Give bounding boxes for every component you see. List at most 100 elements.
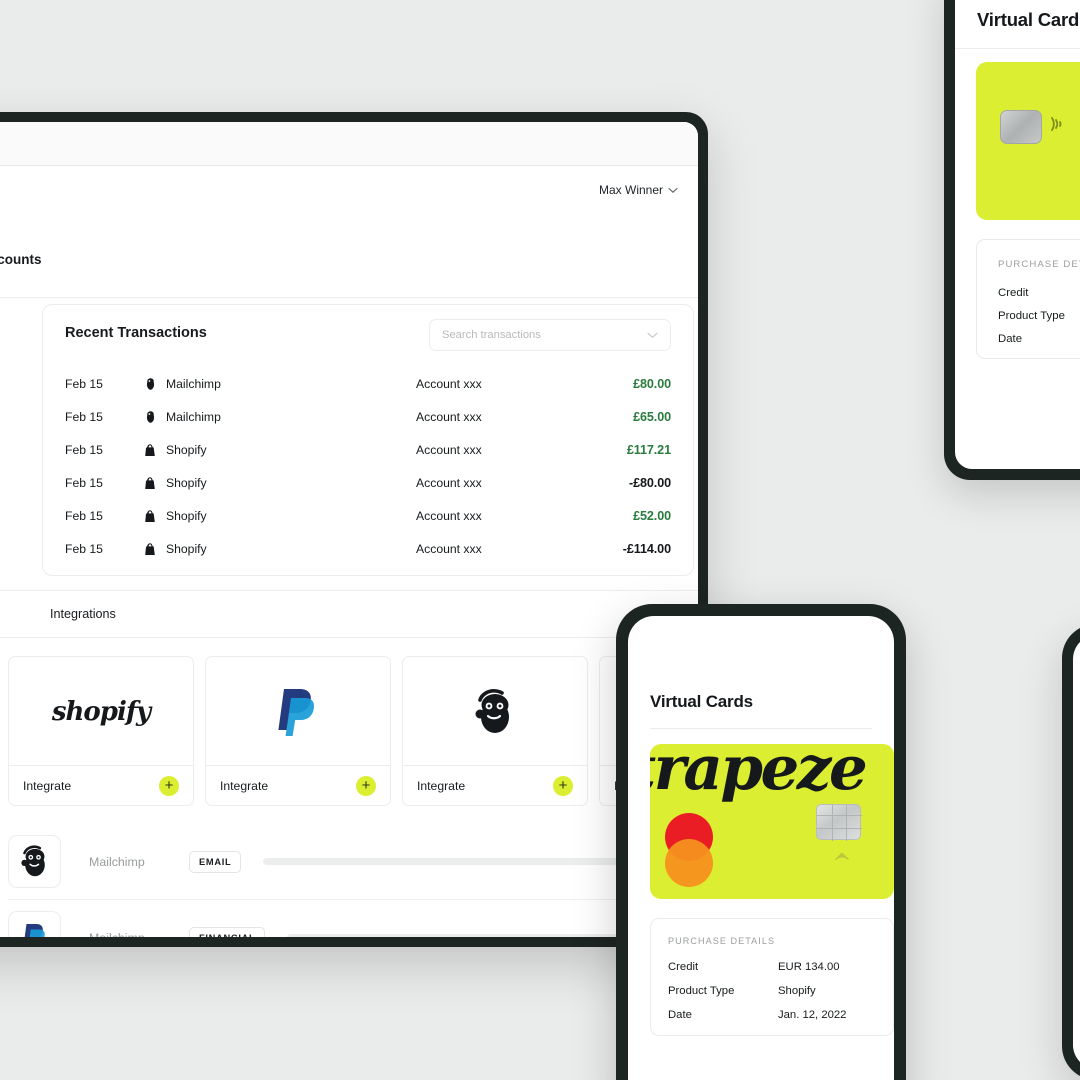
integration-row-progress	[287, 934, 643, 937]
chevron-down-icon	[647, 332, 658, 338]
transaction-account: Account xxx	[416, 442, 482, 457]
transaction-date: Feb 15	[65, 376, 103, 391]
transaction-amount: £80.00	[633, 376, 671, 391]
integration-card-footer[interactable]: Integrate +	[403, 765, 587, 805]
integration-row-badge: FINANCIAL	[189, 926, 266, 937]
transaction-merchant: Mailchimp	[166, 409, 221, 424]
detail-key: Credit	[668, 961, 699, 973]
table-row[interactable]: Feb 15 Shopify Account xxx £52.00	[43, 499, 693, 532]
contactless-icon	[1049, 114, 1067, 139]
detail-key: Date	[668, 1009, 692, 1021]
recent-transactions-card: Recent Transactions Feb 15 Mailchimp	[42, 304, 694, 576]
detail-row: Date Jan. 12, 2022	[668, 1009, 876, 1021]
add-integration-button[interactable]: +	[553, 775, 573, 796]
transactions-list: Feb 15 Mailchimp Account xxx £80.00 Feb …	[43, 367, 693, 565]
integration-row-badge: EMAIL	[189, 850, 242, 873]
card-chip-icon	[816, 804, 862, 841]
integration-row-name: Mailchimp	[89, 931, 189, 938]
user-menu[interactable]: Max Winner	[599, 183, 678, 197]
integration-card-paypal[interactable]: Integrate +	[205, 656, 391, 806]
tablet-detail-label: Date	[998, 333, 1023, 345]
integrations-section-label: Integrations	[50, 607, 116, 621]
tablet-detail-label: Product Type	[998, 310, 1065, 322]
tablet-purchase-details-heading: PURCHASE DETAILS	[998, 259, 1080, 270]
phone-page-title: Virtual Cards	[650, 692, 753, 711]
transaction-merchant: Shopify	[166, 442, 207, 457]
phone-purchase-details-rows: Credit EUR 134.00 Product Type Shopify D…	[668, 961, 876, 1033]
tablet-purchase-details-panel: PURCHASE DETAILS Credit Product Type Dat…	[976, 239, 1080, 359]
chevron-down-icon	[668, 187, 678, 193]
tablet-purchase-details-rows: Credit Product Type Date	[998, 287, 1065, 356]
table-row[interactable]: Feb 15 Mailchimp Account xxx £65.00	[43, 400, 693, 433]
transaction-amount: £52.00	[633, 508, 671, 523]
phone-virtual-card[interactable]: trapeze	[650, 744, 894, 899]
transaction-amount: -£114.00	[622, 541, 671, 556]
secondary-phone-device	[1062, 624, 1080, 1080]
tablet-screen: Virtual Cards PURCHASE DETAILS Credit Pr…	[955, 0, 1080, 469]
phone-purchase-details-panel: PURCHASE DETAILS Credit EUR 134.00 Produ…	[650, 918, 894, 1036]
transaction-account: Account xxx	[416, 508, 482, 523]
add-integration-button[interactable]: +	[356, 775, 376, 796]
tablet-detail-label: Credit	[998, 287, 1029, 299]
integrations-section-header: Integrations	[0, 590, 698, 638]
page-header: Accounts	[0, 218, 698, 298]
transaction-account: Account xxx	[416, 376, 482, 391]
detail-value: EUR 134.00	[778, 961, 840, 973]
tablet-divider	[955, 48, 1080, 49]
integration-row-name: Mailchimp	[89, 854, 145, 869]
shopify-icon	[143, 541, 157, 556]
integration-cards: shopify Integrate + Int	[8, 656, 698, 806]
table-row[interactable]: Feb 15 Shopify Account xxx -£80.00	[43, 466, 693, 499]
integrate-label: Integrate	[417, 778, 466, 793]
dashboard-screen: Max Winner Accounts Recent Transactions	[0, 122, 698, 937]
transaction-account: Account xxx	[416, 475, 482, 490]
transaction-date: Feb 15	[65, 475, 103, 490]
table-row[interactable]: Feb 15 Mailchimp Account xxx £80.00	[43, 367, 693, 400]
search-transactions-box[interactable]	[429, 319, 671, 351]
table-row[interactable]: Feb 15 Shopify Account xxx -£114.00	[43, 532, 693, 565]
transaction-account: Account xxx	[416, 541, 482, 556]
shopify-icon	[143, 442, 157, 457]
tablet-device: Virtual Cards PURCHASE DETAILS Credit Pr…	[944, 0, 1080, 480]
detail-value: Jan. 12, 2022	[778, 1009, 847, 1021]
page-title: Accounts	[0, 252, 42, 267]
shopify-icon	[143, 508, 157, 523]
integration-rows: Mailchimp EMAIL ✓ Mailchimp FINANCIAL	[8, 824, 698, 937]
detail-row: Credit EUR 134.00	[668, 961, 876, 973]
integrate-label: Integrate	[220, 778, 269, 793]
transaction-amount: £65.00	[633, 409, 671, 424]
tablet-page-title: Virtual Cards	[977, 9, 1080, 30]
table-row[interactable]: Feb 15 Shopify Account xxx £117.21	[43, 433, 693, 466]
paypal-icon	[8, 911, 61, 937]
list-item[interactable]: Mailchimp EMAIL ✓	[8, 824, 698, 900]
transaction-date: Feb 15	[65, 508, 103, 523]
integrate-label: Integrate	[23, 778, 72, 793]
dashboard-topbar: Max Winner	[0, 166, 698, 218]
transaction-merchant: Shopify	[166, 508, 207, 523]
detail-value: Shopify	[778, 985, 816, 997]
integration-card-mailchimp[interactable]: Integrate +	[402, 656, 588, 806]
mailchimp-freddie-icon	[403, 657, 587, 767]
laptop-device: Max Winner Accounts Recent Transactions	[0, 112, 708, 947]
paypal-icon	[206, 657, 390, 767]
add-integration-button[interactable]: +	[159, 775, 179, 796]
shopify-icon	[143, 475, 157, 490]
list-item[interactable]: Mailchimp FINANCIAL ✓	[8, 900, 698, 937]
mailchimp-freddie-icon	[8, 835, 61, 888]
recent-transactions-title: Recent Transactions	[65, 325, 207, 341]
integration-card-footer[interactable]: Integrate +	[9, 765, 193, 805]
detail-row: Product Type Shopify	[668, 985, 876, 997]
integration-card-shopify[interactable]: shopify Integrate +	[8, 656, 194, 806]
integration-card-footer[interactable]: Integrate +	[206, 765, 390, 805]
phone-purchase-details-heading: PURCHASE DETAILS	[668, 936, 776, 946]
detail-key: Product Type	[668, 985, 735, 997]
user-menu-label: Max Winner	[598, 183, 663, 197]
card-chip-icon	[1000, 110, 1042, 144]
phone-divider	[650, 728, 872, 729]
tablet-virtual-card[interactable]	[976, 62, 1080, 220]
card-brand-wordmark: trapeze	[650, 744, 868, 804]
phone-device: Virtual Cards trapeze	[616, 604, 906, 1080]
search-transactions-input[interactable]	[442, 329, 647, 341]
transaction-merchant: Shopify	[166, 475, 207, 490]
